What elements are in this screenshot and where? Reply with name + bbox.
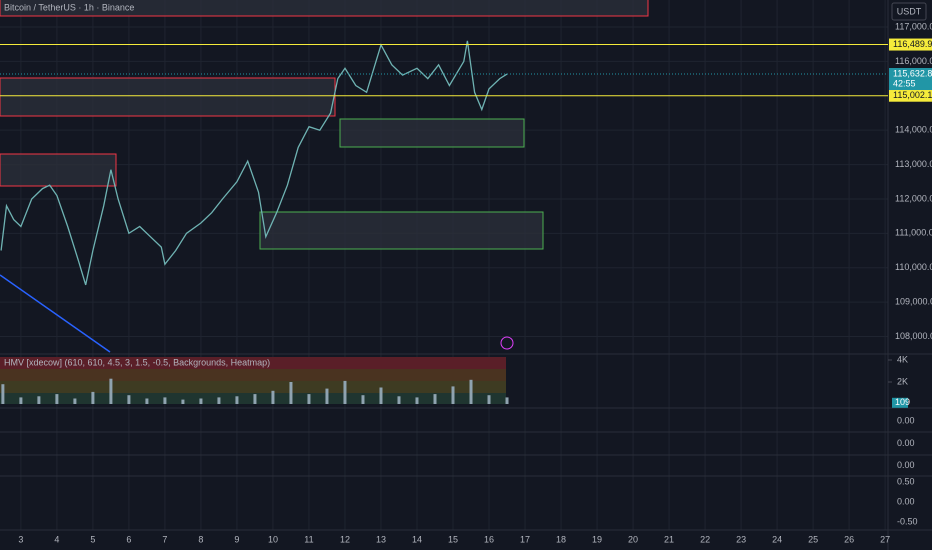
volume-bar <box>379 387 383 404</box>
y-tick-label: 113,000.00 <box>895 159 932 169</box>
pane-tick-label: 0.00 <box>897 415 915 425</box>
x-tick-label: 7 <box>162 534 167 544</box>
resistance-zone <box>0 77 336 117</box>
x-tick-label: 14 <box>412 534 422 544</box>
x-tick-label: 13 <box>376 534 386 544</box>
volume-bar <box>235 396 239 404</box>
pane-tick-label: 0.00 <box>897 438 915 448</box>
x-tick-label: 16 <box>484 534 494 544</box>
volume-bar <box>181 399 185 404</box>
currency[interactable]: USDT <box>897 6 922 16</box>
volume-bar <box>307 394 311 404</box>
x-tick-label: 21 <box>664 534 674 544</box>
volume-bar <box>199 398 203 404</box>
volume-bar <box>127 395 131 404</box>
last-price-label: 115,632.81 <box>893 68 932 78</box>
volume-bar <box>73 398 77 404</box>
countdown: 42:55 <box>893 78 916 88</box>
x-tick-label: 22 <box>700 534 710 544</box>
volume-bar <box>433 394 437 404</box>
x-tick-label: 19 <box>592 534 602 544</box>
indicator-title: HMV [xdecow] (610, 610, 4.5, 3, 1.5, -0.… <box>4 357 270 367</box>
pane-tick-label: 0.00 <box>897 460 915 470</box>
y-tick-label: 108,000.00 <box>895 331 932 341</box>
x-tick-label: 12 <box>340 534 350 544</box>
x-tick-label: 9 <box>234 534 239 544</box>
volume-bar <box>253 394 257 404</box>
x-tick-label: 5 <box>90 534 95 544</box>
x-tick-label: 6 <box>126 534 131 544</box>
x-tick-label: 27 <box>880 534 890 544</box>
x-tick-label: 8 <box>198 534 203 544</box>
pane-tick-label: 0.50 <box>897 476 915 486</box>
x-tick-label: 20 <box>628 534 638 544</box>
volume-bar <box>505 397 509 404</box>
volume-bar <box>361 395 365 404</box>
currency-button[interactable] <box>891 2 927 21</box>
chart-title: Bitcoin / TetherUS · 1h · Binance <box>4 2 134 12</box>
volume-bar <box>325 388 329 404</box>
level-label: 116,489.94 <box>893 39 932 49</box>
support-zone <box>259 211 544 250</box>
volume-bar <box>469 379 473 404</box>
volume-bar <box>487 395 491 404</box>
volume-bar <box>343 380 347 404</box>
x-tick-label: 25 <box>808 534 818 544</box>
y-tick-label: 112,000.00 <box>895 193 932 203</box>
x-tick-label: 10 <box>268 534 278 544</box>
heatmap-band <box>0 357 506 369</box>
resistance-zone <box>0 0 649 17</box>
price-line <box>0 40 508 286</box>
x-tick-label: 17 <box>520 534 530 544</box>
volume-bar <box>37 396 41 404</box>
x-tick-label: 4 <box>54 534 59 544</box>
y-tick-label: 111,000.00 <box>895 228 932 238</box>
support-zone <box>339 118 525 148</box>
x-tick-label: 3 <box>18 534 23 544</box>
volume-bar <box>109 378 113 404</box>
volume-bar <box>271 390 275 404</box>
volume-bar <box>1 384 5 404</box>
last-volume-bg <box>892 397 908 408</box>
y-tick-label: 116,000.00 <box>895 56 932 66</box>
level-label-bg <box>889 38 932 51</box>
volume-bar <box>289 382 293 404</box>
event-icon[interactable] <box>500 336 514 350</box>
y-tick-label: 114,000.00 <box>895 125 932 135</box>
y-tick-label: 2K <box>897 376 908 386</box>
x-tick-label: 11 <box>304 534 313 544</box>
level-label-bg <box>889 89 932 102</box>
pane-tick-label: -0.50 <box>897 516 918 526</box>
resistance-zone <box>0 153 117 187</box>
heatmap-band <box>0 369 506 381</box>
volume-bar <box>91 391 95 404</box>
volume-bar <box>145 398 149 404</box>
x-tick-label: 18 <box>556 534 566 544</box>
level-label: 115,002.10 <box>893 90 932 100</box>
x-tick-label: 26 <box>844 534 854 544</box>
volume-bar <box>163 397 167 404</box>
y-tick-label: 110,000.00 <box>895 262 932 272</box>
last-price-bg <box>889 68 932 91</box>
x-tick-label: 24 <box>772 534 782 544</box>
y-tick-label: 4K <box>897 354 908 364</box>
volume-bar <box>19 397 23 404</box>
heatmap-band <box>0 381 506 393</box>
y-tick-label: 117,000.00 <box>895 21 932 31</box>
volume-bar <box>451 386 455 404</box>
volume-bar <box>217 397 221 404</box>
x-tick-label: 15 <box>448 534 458 544</box>
last-volume-label: 109 <box>895 397 910 407</box>
y-tick-label: 109,000.00 <box>895 297 932 307</box>
trend-line <box>0 274 111 353</box>
volume-bar <box>55 394 59 404</box>
volume-bar <box>415 397 419 404</box>
volume-bar <box>397 396 401 404</box>
x-tick-label: 23 <box>736 534 746 544</box>
pane-tick-label: 0.00 <box>897 496 915 506</box>
heatmap-band <box>0 393 506 404</box>
